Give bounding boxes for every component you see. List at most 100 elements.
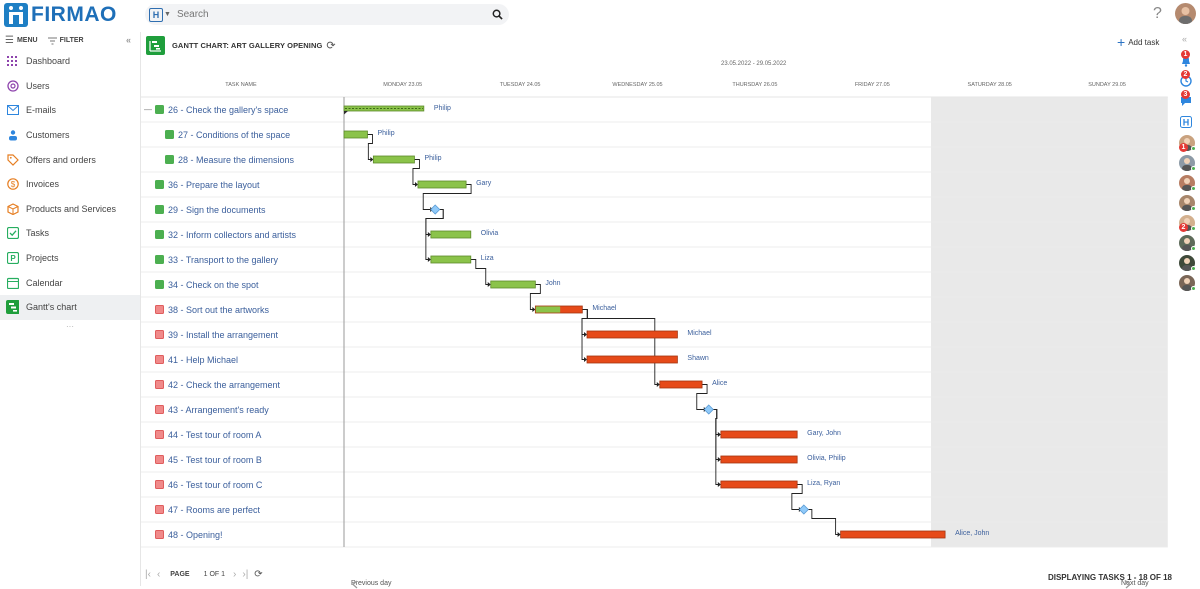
sidebar-item-products-and-services[interactable]: Products and Services (0, 197, 140, 222)
collapse-sidebar-icon[interactable]: « (126, 35, 132, 45)
sidebar-item-projects[interactable]: P Projects (0, 246, 140, 271)
search-scope-icon[interactable]: H (149, 7, 163, 22)
task-name[interactable]: 42 - Check the arrangement (168, 379, 281, 390)
task-row[interactable]: 48 - Opening! (141, 522, 343, 547)
task-todo-checkbox[interactable] (155, 355, 164, 364)
logo-text: FIRMAO (31, 3, 117, 26)
task-name[interactable]: 48 - Opening! (168, 529, 223, 540)
sidebar-item-offers-and-orders[interactable]: Offers and orders (0, 147, 140, 172)
task-name[interactable]: 26 - Check the gallery's space (168, 104, 289, 115)
add-task-button[interactable]: + Add task (1117, 35, 1159, 49)
gantt-grid (141, 96, 1168, 548)
task-name[interactable]: 39 - Install the arrangement (168, 329, 279, 340)
checkmark-icon (141, 198, 148, 204)
firmao-logo[interactable]: FIRMAO (4, 3, 117, 27)
sidebar-item-customers[interactable]: Customers (0, 123, 140, 148)
task-done-checkbox[interactable] (141, 98, 164, 114)
task-todo-checkbox[interactable] (155, 405, 164, 414)
task-name[interactable]: 43 - Arrangement's ready (168, 404, 269, 415)
task-row[interactable]: 32 - Inform collectors and artists (141, 222, 343, 247)
task-row[interactable]: 28 - Measure the dimensions (141, 147, 343, 172)
task-name[interactable]: 41 - Help Michael (168, 354, 239, 365)
next-page-icon[interactable]: › (233, 569, 237, 580)
last-page-icon[interactable]: ›| (242, 569, 249, 580)
task-name[interactable]: 28 - Measure the dimensions (178, 154, 295, 165)
task-name[interactable]: 45 - Test tour of room B (168, 454, 262, 465)
task-row[interactable]: 27 - Conditions of the space (141, 122, 343, 147)
sidebar-item-invoices[interactable]: $ Invoices (0, 172, 140, 197)
filter-toggle[interactable]: FILTER (47, 37, 84, 45)
chevron-down-icon[interactable]: ▼ (164, 11, 171, 18)
task-done-checkbox[interactable] (141, 248, 164, 264)
task-row[interactable]: 29 - Sign the documents (141, 197, 343, 222)
nav-more-icon[interactable]: ··· (66, 321, 74, 331)
task-row[interactable]: 46 - Test tour of room C (141, 472, 343, 497)
task-name[interactable]: 36 - Prepare the layout (168, 179, 260, 190)
task-todo-checkbox[interactable] (155, 505, 164, 514)
task-name[interactable]: 34 - Check on the spot (168, 279, 259, 290)
task-name[interactable]: 38 - Sort out the artworks (168, 304, 270, 315)
task-row[interactable]: 39 - Install the arrangement (141, 322, 343, 347)
h-app-icon[interactable]: H (1179, 115, 1193, 129)
task-row[interactable]: 47 - Rooms are perfect (141, 497, 343, 522)
search-bar[interactable]: H ▼ (145, 4, 509, 25)
task-row[interactable]: 45 - Test tour of room B (141, 447, 343, 472)
task-name[interactable]: 27 - Conditions of the space (178, 129, 291, 140)
task-row[interactable]: 38 - Sort out the artworks (141, 297, 343, 322)
task-todo-checkbox[interactable] (155, 330, 164, 339)
task-todo-checkbox[interactable] (155, 480, 164, 489)
sidebar-item-e-mails[interactable]: E-mails (0, 98, 140, 123)
task-name[interactable]: 33 - Transport to the gallery (168, 254, 279, 265)
task-name[interactable]: 29 - Sign the documents (168, 204, 266, 215)
page-number[interactable]: 1 OF 1 (203, 571, 226, 578)
task-done-checkbox[interactable] (141, 273, 164, 289)
sidebar-item-users[interactable]: Users (0, 74, 140, 99)
task-done-checkbox[interactable] (141, 173, 164, 189)
online-status-dot (1191, 186, 1196, 191)
menu-label[interactable]: MENU (16, 37, 38, 44)
sidebar-item-calendar[interactable]: Calendar (0, 270, 140, 295)
sidebar-item-dashboard[interactable]: Dashboard (0, 49, 140, 74)
user-avatar[interactable] (1175, 3, 1196, 24)
task-row[interactable]: 34 - Check on the spot (141, 272, 343, 297)
task-name[interactable]: 46 - Test tour of room C (168, 479, 263, 490)
prev-page-icon[interactable]: ‹ (156, 569, 161, 580)
task-row[interactable]: 36 - Prepare the layout (141, 172, 343, 197)
task-progress (535, 306, 561, 313)
task-row[interactable]: 42 - Check the arrangement (141, 372, 343, 397)
task-todo-checkbox[interactable] (155, 530, 164, 539)
task-todo-checkbox[interactable] (155, 455, 164, 464)
task-row[interactable]: 41 - Help Michael (141, 347, 343, 372)
first-page-icon[interactable]: |‹ (145, 569, 151, 580)
task-row[interactable]: 43 - Arrangement's ready (141, 397, 343, 422)
check-icon (6, 227, 19, 240)
search-input[interactable] (174, 8, 475, 21)
refresh-icon[interactable]: ⟳ (254, 569, 263, 580)
task-done-checkbox[interactable] (141, 123, 174, 139)
refresh-icon[interactable]: ⟳ (326, 39, 336, 52)
chat-icon[interactable] (1179, 94, 1193, 108)
help-icon[interactable]: ? (1153, 5, 1162, 22)
task-name[interactable]: 44 - Test tour of room A (168, 429, 262, 440)
task-bar (490, 280, 536, 289)
search-icon[interactable] (492, 7, 503, 25)
collapse-group-icon[interactable]: — (144, 105, 152, 114)
task-todo-checkbox[interactable] (155, 305, 164, 314)
task-done-checkbox[interactable] (141, 198, 164, 214)
contact-avatar[interactable] (1179, 255, 1195, 271)
task-name[interactable]: 47 - Rooms are perfect (168, 504, 261, 515)
task-name[interactable]: 32 - Inform collectors and artists (168, 229, 297, 240)
day-header: WEDNESDAY 25.05 (612, 82, 663, 88)
task-row[interactable]: 44 - Test tour of room A (141, 422, 343, 447)
task-done-checkbox[interactable] (141, 223, 164, 239)
task-done-checkbox[interactable] (141, 148, 174, 164)
sidebar-item-gantt-s-chart[interactable]: Gantt's chart (0, 294, 140, 320)
task-todo-checkbox[interactable] (155, 380, 164, 389)
task-bar (720, 430, 798, 439)
task-row[interactable]: 33 - Transport to the gallery (141, 247, 343, 272)
menu-icon[interactable]: ☰ (5, 35, 14, 46)
sidebar-item-tasks[interactable]: Tasks (0, 221, 140, 246)
task-todo-checkbox[interactable] (155, 430, 164, 439)
task-row[interactable]: — 26 - Check the gallery's space (141, 97, 343, 122)
collapse-rail-icon[interactable]: « (1182, 34, 1188, 44)
